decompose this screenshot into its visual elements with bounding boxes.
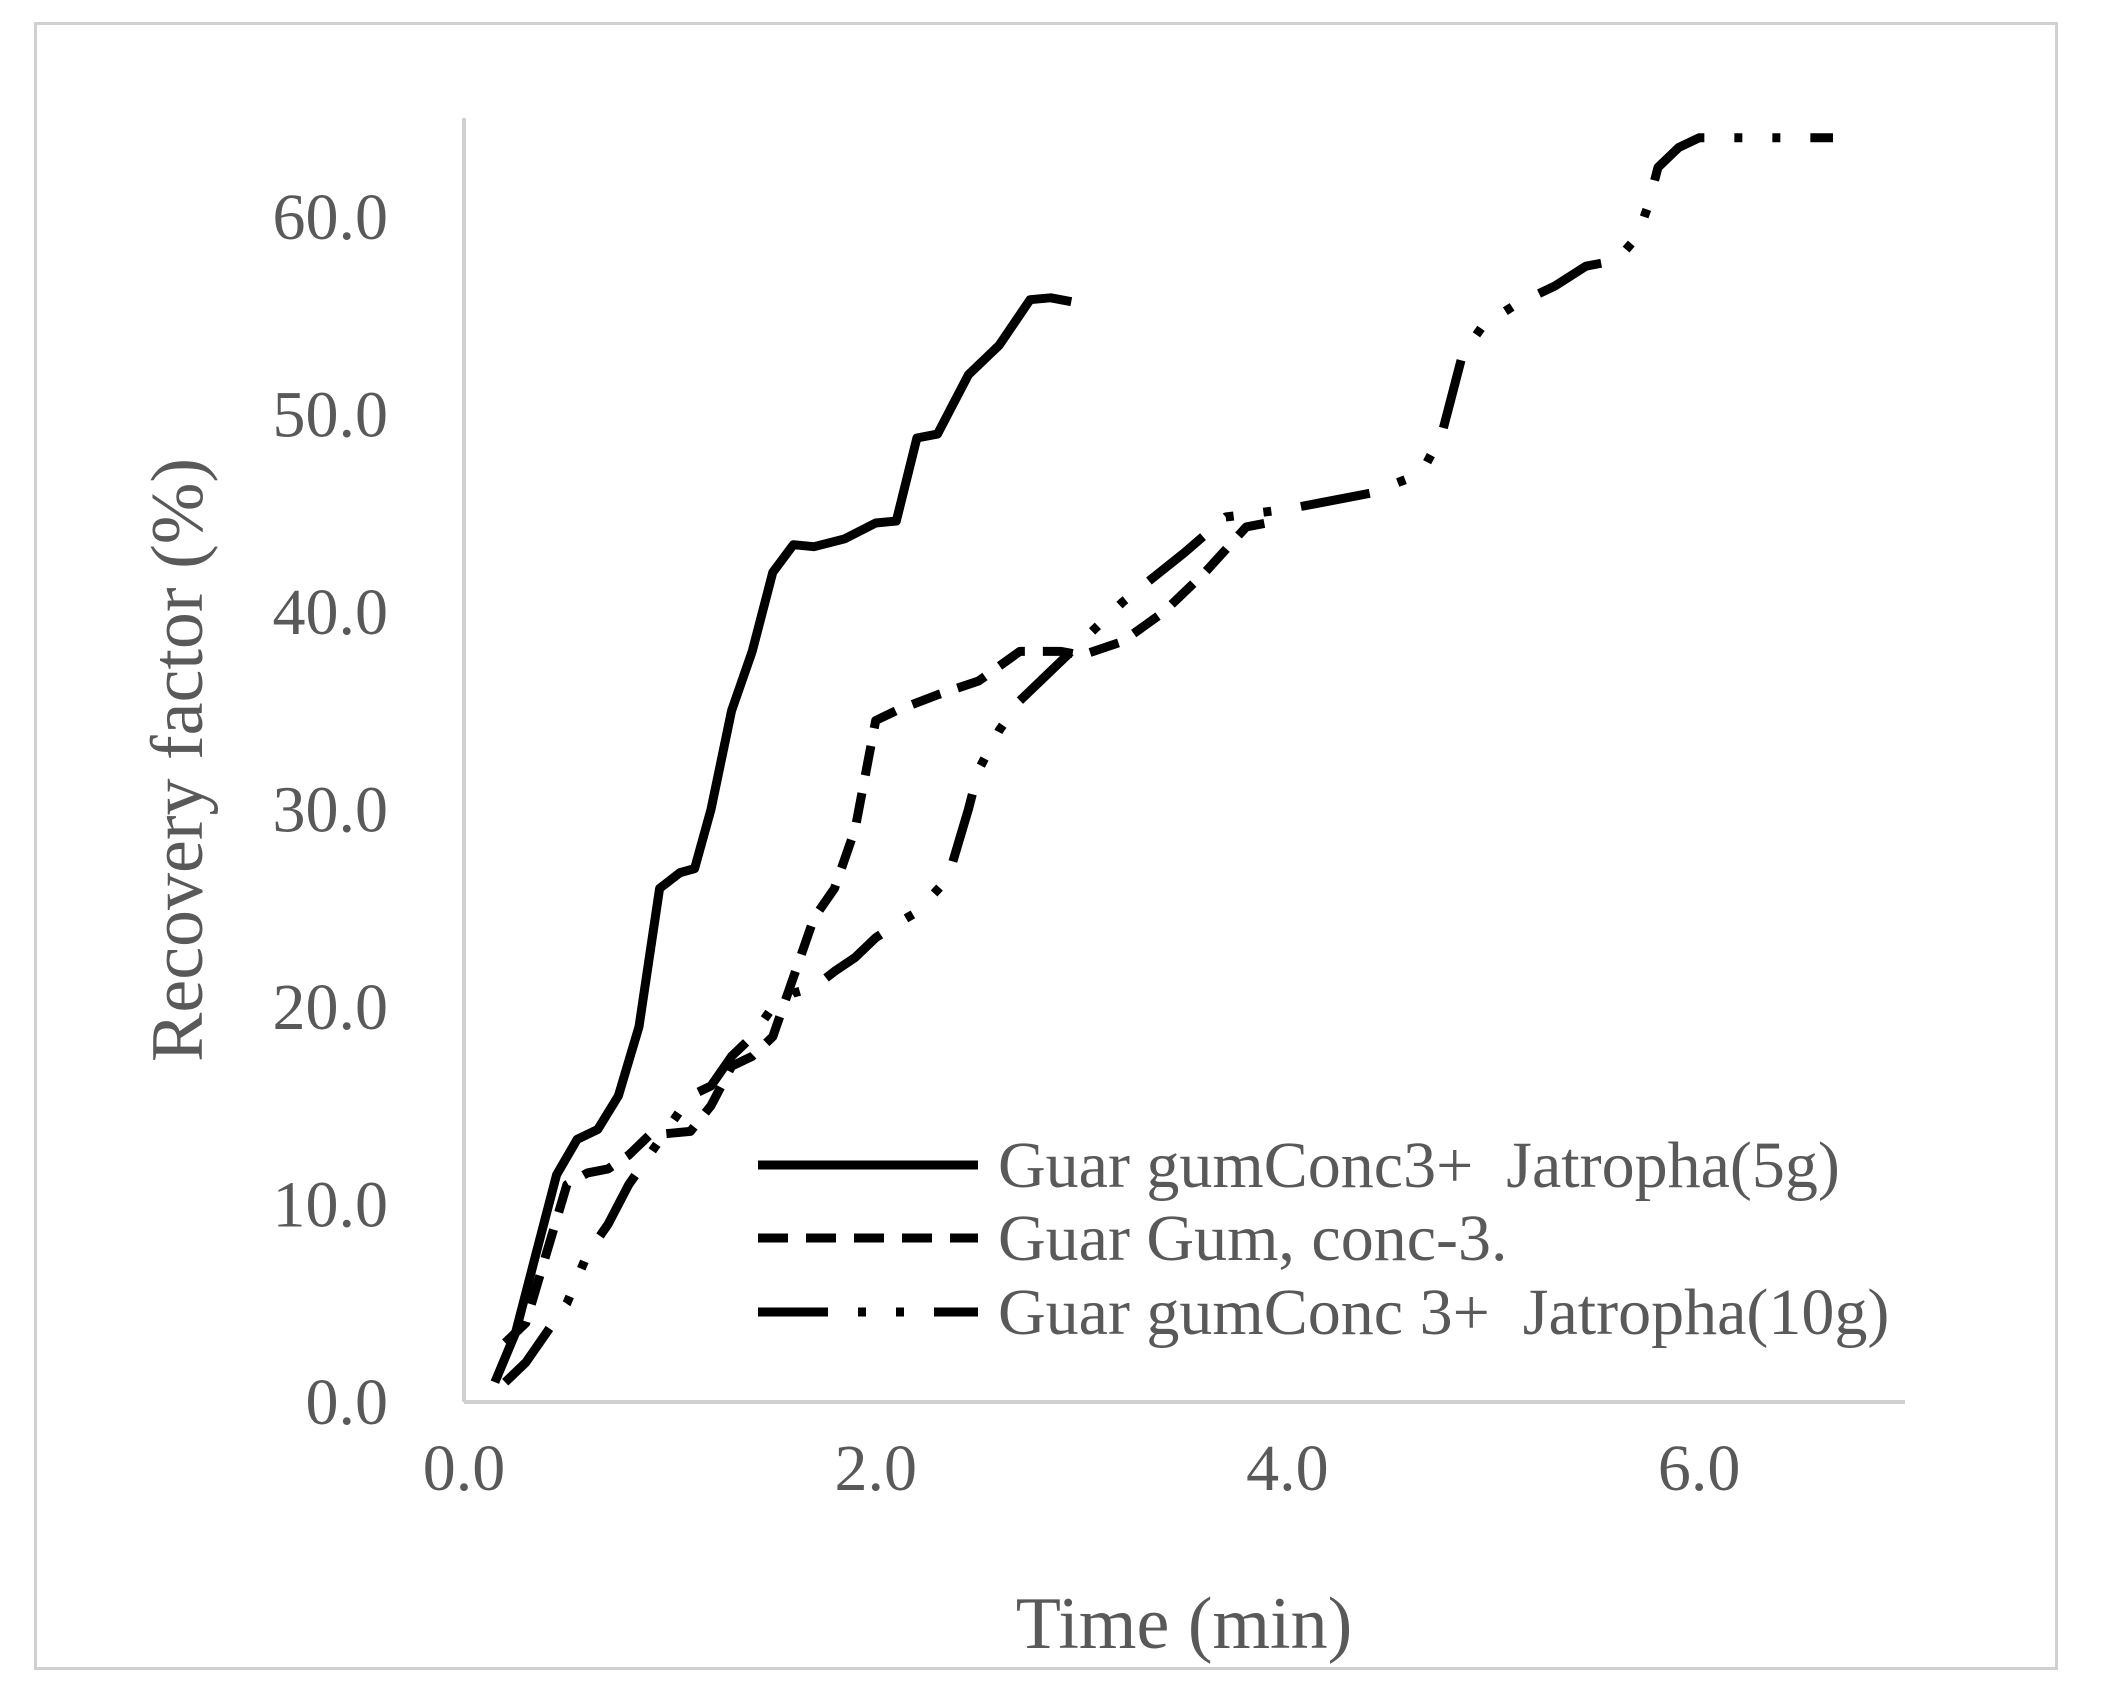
x-tick-label: 0.0 — [423, 1432, 506, 1505]
x-tick-label: 4.0 — [1246, 1432, 1329, 1505]
y-tick-label: 30.0 — [273, 773, 389, 846]
y-tick-label: 10.0 — [273, 1168, 389, 1241]
x-tick-labels: 0.0 2.0 4.0 6.0 — [423, 1432, 1741, 1505]
x-tick-label: 6.0 — [1658, 1432, 1741, 1505]
y-tick-label: 20.0 — [273, 971, 389, 1044]
y-tick-label: 40.0 — [273, 576, 389, 649]
legend-label-1: Guar gumConc3+ Jatropha(5g) — [998, 1129, 1840, 1202]
legend-label-3: Guar gumConc 3+ Jatropha(10g) — [998, 1276, 1889, 1349]
series-line-3 — [502, 133, 1833, 1386]
y-tick-labels: 0.0 10.0 20.0 30.0 40.0 50.0 60.0 — [273, 181, 389, 1439]
x-tick-label: 2.0 — [834, 1432, 917, 1505]
y-tick-label: 60.0 — [273, 181, 389, 254]
series-line-1 — [490, 293, 1073, 1384]
legend: Guar gumConc3+ Jatropha(5g)Guar Gum, con… — [758, 1129, 1889, 1349]
y-tick-label: 50.0 — [273, 378, 389, 451]
x-axis-title: Time (min) — [1016, 1583, 1352, 1665]
y-tick-label: 0.0 — [306, 1366, 389, 1439]
series-line-2 — [502, 518, 1268, 1346]
legend-label-2: Guar Gum, conc-3. — [998, 1202, 1508, 1275]
axes — [462, 118, 1905, 1404]
y-axis-title: Recovery factor (%) — [137, 458, 219, 1062]
series — [490, 133, 1833, 1386]
